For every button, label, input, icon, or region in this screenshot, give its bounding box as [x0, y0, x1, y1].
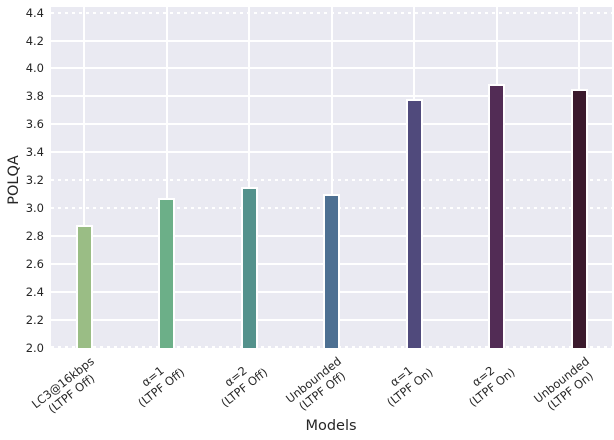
x-axis-label: Models — [305, 418, 357, 434]
plot-area — [51, 7, 612, 348]
bar — [323, 194, 340, 348]
gridline-horizontal — [51, 151, 612, 154]
y-tick-label: 4.2 — [25, 33, 44, 48]
gridline-vertical — [83, 7, 85, 348]
x-tick-label: α=2 (LTPF On) — [466, 363, 518, 410]
gridline-vertical — [165, 7, 168, 348]
x-tick-label: α=1 (LTPF Off) — [135, 363, 188, 411]
x-tick-label: LC3@16kbps (LTPF Off) — [28, 354, 98, 417]
bar — [75, 225, 93, 348]
bar — [158, 198, 175, 348]
bar — [570, 89, 588, 348]
y-tick-label: 2.4 — [25, 285, 44, 300]
bar — [488, 83, 505, 348]
y-tick-label: 3.6 — [25, 117, 44, 132]
x-tick-label: Unbounded (LTPF Off) — [283, 354, 349, 414]
y-tick-label: 4.0 — [25, 61, 44, 76]
y-tick-label: 3.0 — [25, 201, 44, 216]
y-tick-label: 3.2 — [25, 173, 44, 188]
y-tick-label: 2.8 — [25, 229, 44, 244]
x-tick-label: Unbounded (LTPF On) — [530, 354, 596, 414]
x-tick-label: α=2 (LTPF Off) — [218, 363, 271, 411]
gridline-horizontal — [51, 39, 612, 42]
y-tick-label: 3.4 — [25, 145, 44, 160]
x-tick-label: α=1 (LTPF On) — [384, 363, 436, 410]
bar — [405, 99, 423, 348]
gridline-horizontal — [51, 95, 612, 98]
y-tick-label: 2.0 — [25, 341, 44, 355]
y-tick-label: 2.2 — [25, 313, 44, 328]
gridline-vertical — [248, 7, 250, 348]
y-tick-label: 4.4 — [25, 5, 44, 20]
y-tick-label: 3.8 — [25, 89, 44, 104]
gridline-horizontal — [51, 179, 612, 182]
gridline-horizontal — [51, 67, 612, 70]
bar — [240, 187, 258, 348]
gridline-vertical — [330, 7, 333, 348]
gridline-horizontal — [51, 11, 612, 14]
y-tick-label: 2.6 — [25, 257, 44, 272]
gridline-horizontal — [51, 123, 612, 126]
